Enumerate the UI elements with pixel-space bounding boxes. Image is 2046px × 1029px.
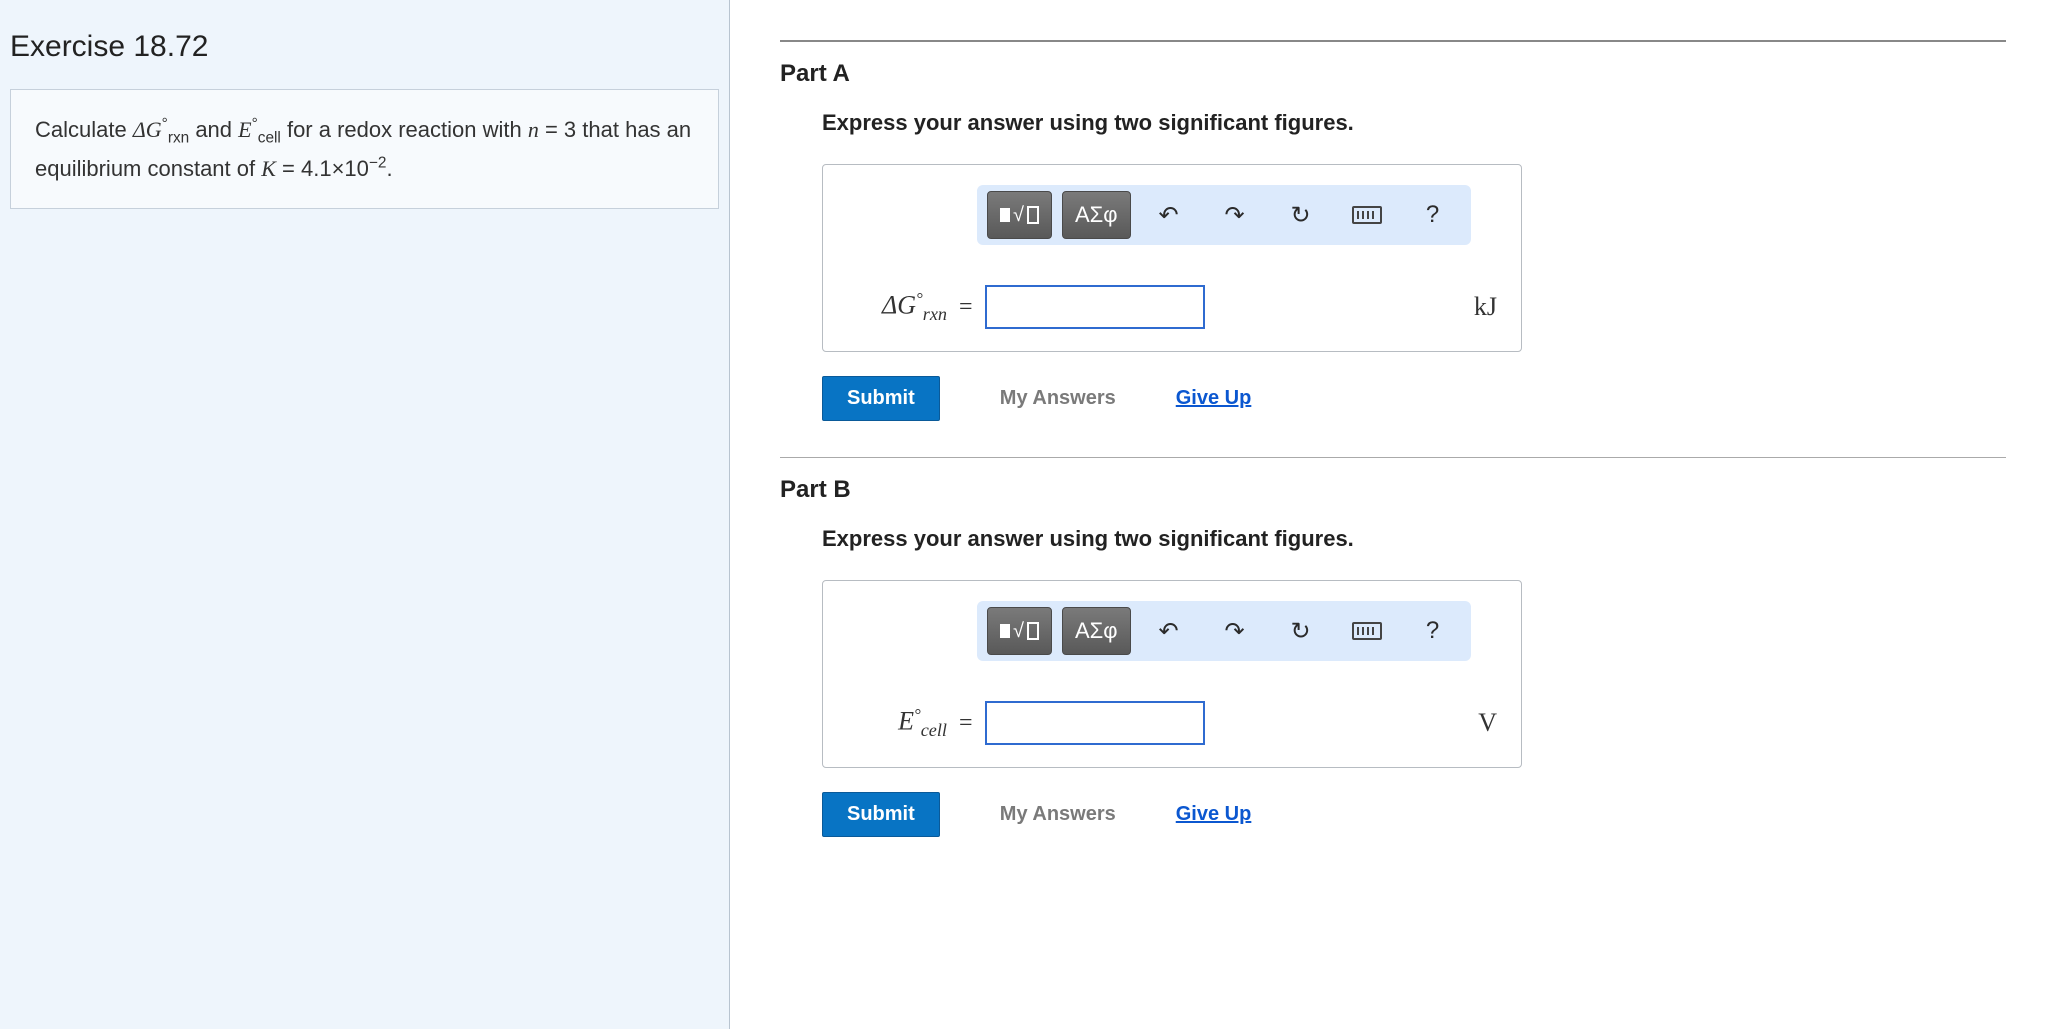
divider-top xyxy=(780,40,2006,42)
divider-mid xyxy=(780,457,2006,458)
problem-pane: Exercise 18.72 Calculate ΔG°rxn and E°ce… xyxy=(0,0,730,1029)
action-row: Submit My Answers Give Up xyxy=(822,376,2006,421)
redo-icon: ↷ xyxy=(1224,201,1244,230)
keyboard-icon xyxy=(1352,206,1382,224)
unit-label: V xyxy=(1478,708,1497,738)
templates-icon: √ xyxy=(1000,620,1039,643)
templates-button[interactable]: √ xyxy=(987,191,1052,239)
submit-button[interactable]: Submit xyxy=(822,376,940,421)
exercise-title: Exercise 18.72 xyxy=(10,30,719,64)
keyboard-icon xyxy=(1352,622,1382,640)
answer-row: E°cell = V xyxy=(847,701,1497,745)
give-up-link[interactable]: Give Up xyxy=(1176,803,1252,826)
equals-sign: = xyxy=(959,710,973,737)
templates-button[interactable]: √ xyxy=(987,607,1052,655)
reset-button[interactable]: ↻ xyxy=(1273,191,1329,239)
answer-pane: Part A Express your answer using two sig… xyxy=(730,0,2046,1029)
templates-icon: √ xyxy=(1000,204,1039,227)
reset-icon: ↻ xyxy=(1290,617,1310,646)
variable-label: E°cell xyxy=(847,705,947,741)
undo-button[interactable]: ↶ xyxy=(1141,191,1197,239)
part-b: Part B Express your answer using two sig… xyxy=(780,476,2006,837)
instruction-text: Express your answer using two significan… xyxy=(822,110,2006,136)
keyboard-button[interactable] xyxy=(1339,191,1395,239)
help-button[interactable]: ? xyxy=(1405,607,1461,655)
answer-input[interactable] xyxy=(985,285,1205,329)
page-root: Exercise 18.72 Calculate ΔG°rxn and E°ce… xyxy=(0,0,2046,1029)
instruction-text: Express your answer using two significan… xyxy=(822,526,2006,552)
part-title: Part A xyxy=(780,60,2006,88)
answer-row: ΔG°rxn = kJ xyxy=(847,285,1497,329)
give-up-link[interactable]: Give Up xyxy=(1176,387,1252,410)
submit-button[interactable]: Submit xyxy=(822,792,940,837)
my-answers-link[interactable]: My Answers xyxy=(1000,803,1116,826)
my-answers-link[interactable]: My Answers xyxy=(1000,387,1116,410)
undo-button[interactable]: ↶ xyxy=(1141,607,1197,655)
help-icon: ? xyxy=(1426,617,1439,645)
reset-icon: ↻ xyxy=(1290,201,1310,230)
equals-sign: = xyxy=(959,294,973,321)
answer-input[interactable] xyxy=(985,701,1205,745)
greek-label: ΑΣφ xyxy=(1075,618,1118,644)
action-row: Submit My Answers Give Up xyxy=(822,792,2006,837)
undo-icon: ↶ xyxy=(1158,617,1178,646)
redo-button[interactable]: ↷ xyxy=(1207,607,1263,655)
equation-toolbar: √ ΑΣφ ↶ ↷ ↻ xyxy=(977,601,1471,661)
keyboard-button[interactable] xyxy=(1339,607,1395,655)
undo-icon: ↶ xyxy=(1158,201,1178,230)
part-a: Part A Express your answer using two sig… xyxy=(780,60,2006,421)
greek-button[interactable]: ΑΣφ xyxy=(1062,607,1131,655)
problem-statement: Calculate ΔG°rxn and E°cell for a redox … xyxy=(10,89,719,209)
help-button[interactable]: ? xyxy=(1405,191,1461,239)
unit-label: kJ xyxy=(1474,292,1497,322)
answer-box: √ ΑΣφ ↶ ↷ ↻ xyxy=(822,580,1522,768)
answer-box: √ ΑΣφ ↶ ↷ ↻ xyxy=(822,164,1522,352)
help-icon: ? xyxy=(1426,201,1439,229)
part-title: Part B xyxy=(780,476,2006,504)
variable-label: ΔG°rxn xyxy=(847,289,947,325)
redo-button[interactable]: ↷ xyxy=(1207,191,1263,239)
equation-toolbar: √ ΑΣφ ↶ ↷ ↻ xyxy=(977,185,1471,245)
reset-button[interactable]: ↻ xyxy=(1273,607,1329,655)
greek-label: ΑΣφ xyxy=(1075,202,1118,228)
redo-icon: ↷ xyxy=(1224,617,1244,646)
greek-button[interactable]: ΑΣφ xyxy=(1062,191,1131,239)
